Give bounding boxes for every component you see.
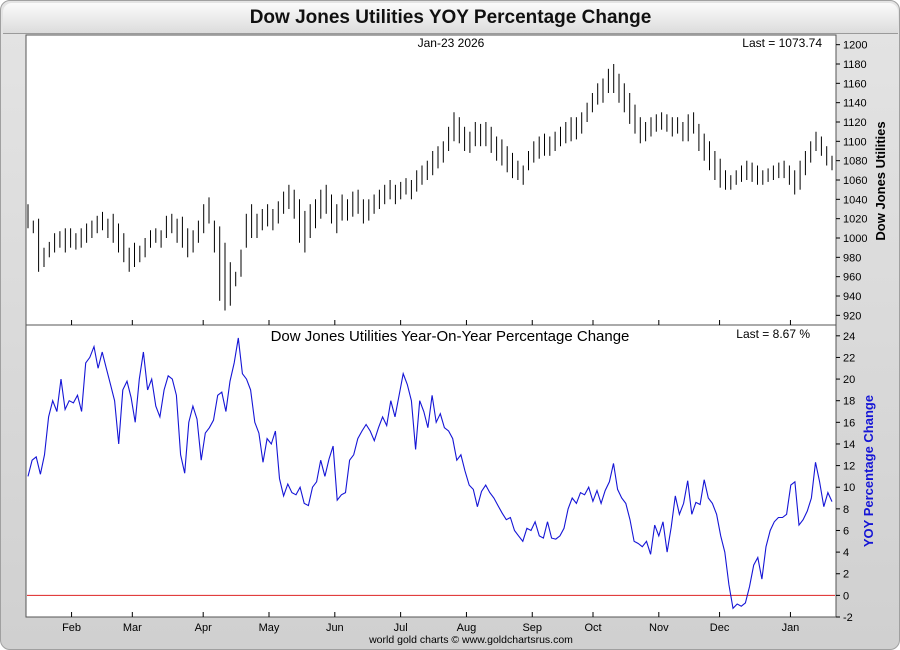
yoy-series-line <box>27 337 833 610</box>
price-y-tick-label: 1100 <box>843 136 867 148</box>
x-month-label: Mar <box>123 622 142 634</box>
price-bars <box>27 64 833 311</box>
x-month-label: Nov <box>649 622 669 634</box>
yoy-y-tick-label: 24 <box>843 331 855 343</box>
price-date-label: Jan-23 2026 <box>418 36 485 50</box>
chart-title: Dow Jones Utilities YOY Percentage Chang… <box>3 3 898 34</box>
x-month-label: Apr <box>195 622 212 634</box>
price-y-tick-label: 1180 <box>843 59 867 71</box>
x-month-label: Oct <box>584 622 601 634</box>
yoy-y-tick-label: 4 <box>843 547 849 559</box>
x-month-label: Aug <box>457 622 477 634</box>
price-y-tick-label: 1140 <box>843 98 867 110</box>
yoy-y-tick-label: 8 <box>843 504 849 516</box>
price-plot-area <box>25 34 837 326</box>
price-y-tick-label: 1000 <box>843 233 867 245</box>
price-y-tick-label: 1160 <box>843 78 867 90</box>
x-month-label: May <box>259 622 280 634</box>
yoy-y-tick-label: 16 <box>843 417 855 429</box>
price-y-tick-label: 1080 <box>843 156 867 168</box>
yoy-plot-area <box>25 324 837 618</box>
yoy-y-tick-label: 2 <box>843 569 849 581</box>
x-axis: Feb Mar Apr May Jun Jul Aug Sep Oct Nov Dec Jan <box>62 320 799 634</box>
price-y-tick-label: 940 <box>843 291 861 303</box>
yoy-last-label: Last = 8.67 % <box>736 327 810 341</box>
x-month-label: Jan <box>782 622 800 634</box>
price-y-tick-label: 1040 <box>843 194 867 206</box>
price-y-tick-label: 1020 <box>843 214 867 226</box>
price-y-tick-label: 1200 <box>843 40 867 52</box>
yoy-y-tick-label: 0 <box>843 590 849 602</box>
footer-credit: world gold charts © www.goldchartsrus.co… <box>368 634 573 646</box>
x-month-label: Jul <box>394 622 408 634</box>
yoy-y-tick-label: 10 <box>843 482 855 494</box>
x-month-label: Dec <box>710 622 730 634</box>
x-month-label: Jun <box>326 622 344 634</box>
price-y-tick-label: 1120 <box>843 117 867 129</box>
price-last-label: Last = 1073.74 <box>742 36 822 50</box>
price-y-tick-label: 980 <box>843 252 861 264</box>
yoy-y-tick-label: 14 <box>843 439 855 451</box>
yoy-y-tick-label: 22 <box>843 352 855 364</box>
x-month-label: Sep <box>522 622 542 634</box>
price-y-tick-label: 960 <box>843 272 861 284</box>
yoy-y-tick-label: 12 <box>843 461 855 473</box>
yoy-y-tick-label: -2 <box>843 612 853 624</box>
yoy-panel-title: Dow Jones Utilities Year-On-Year Percent… <box>271 328 630 345</box>
yoy-y-tick-label: 20 <box>843 374 855 386</box>
yoy-y-tick-label: 6 <box>843 525 849 537</box>
yoy-y-tick-label: 18 <box>843 396 855 408</box>
x-month-label: Feb <box>62 622 81 634</box>
price-y-axis: 920 940 960 980 1000 1020 1040 1060 1080 1100 1120… <box>836 40 867 322</box>
price-y-tick-label: 1060 <box>843 175 867 187</box>
price-y-axis-title: Dow Jones Utilities <box>873 121 888 240</box>
price-y-tick-label: 920 <box>843 310 861 322</box>
yoy-y-axis-title: YOY Percentage Change <box>861 395 876 547</box>
